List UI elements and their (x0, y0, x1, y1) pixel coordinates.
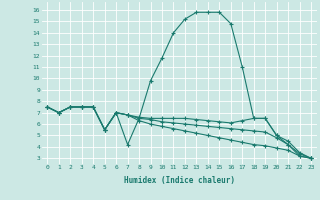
X-axis label: Humidex (Indice chaleur): Humidex (Indice chaleur) (124, 176, 235, 185)
